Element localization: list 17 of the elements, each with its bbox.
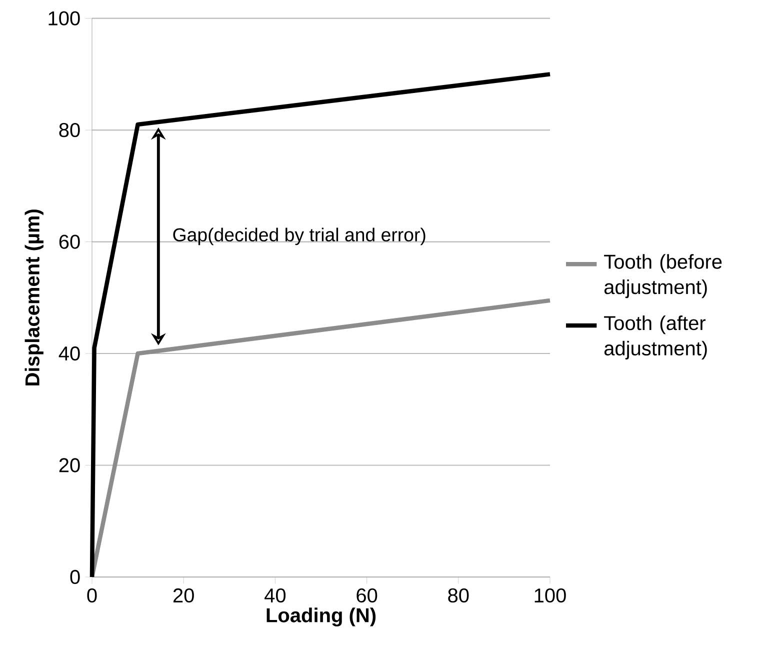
y-tick-label: 60 [59,234,80,249]
y-tick-label: 40 [58,346,80,361]
x-tick-label: 100 [534,588,566,603]
annotation: Gap(decided by trial and error) [173,228,426,246]
y-axis-title: Displacement (µm) [24,210,44,386]
x-tick-label: 80 [448,588,469,603]
x-tick-label: 20 [173,588,194,603]
legend-label: Tooth (before adjustment) [604,254,722,298]
x-tick-label: 0 [87,588,97,603]
y-tick-label: 100 [48,11,80,26]
legend-label: Tooth (after adjustment) [604,315,707,360]
x-axis-title: Loading (N) [266,608,376,626]
x-tick-label: 40 [264,588,286,603]
x-tick-label: 60 [356,588,378,603]
y-tick-label: 80 [59,122,80,138]
y-tick-label: 0 [70,570,80,584]
y-tick-label: 20 [59,458,80,472]
